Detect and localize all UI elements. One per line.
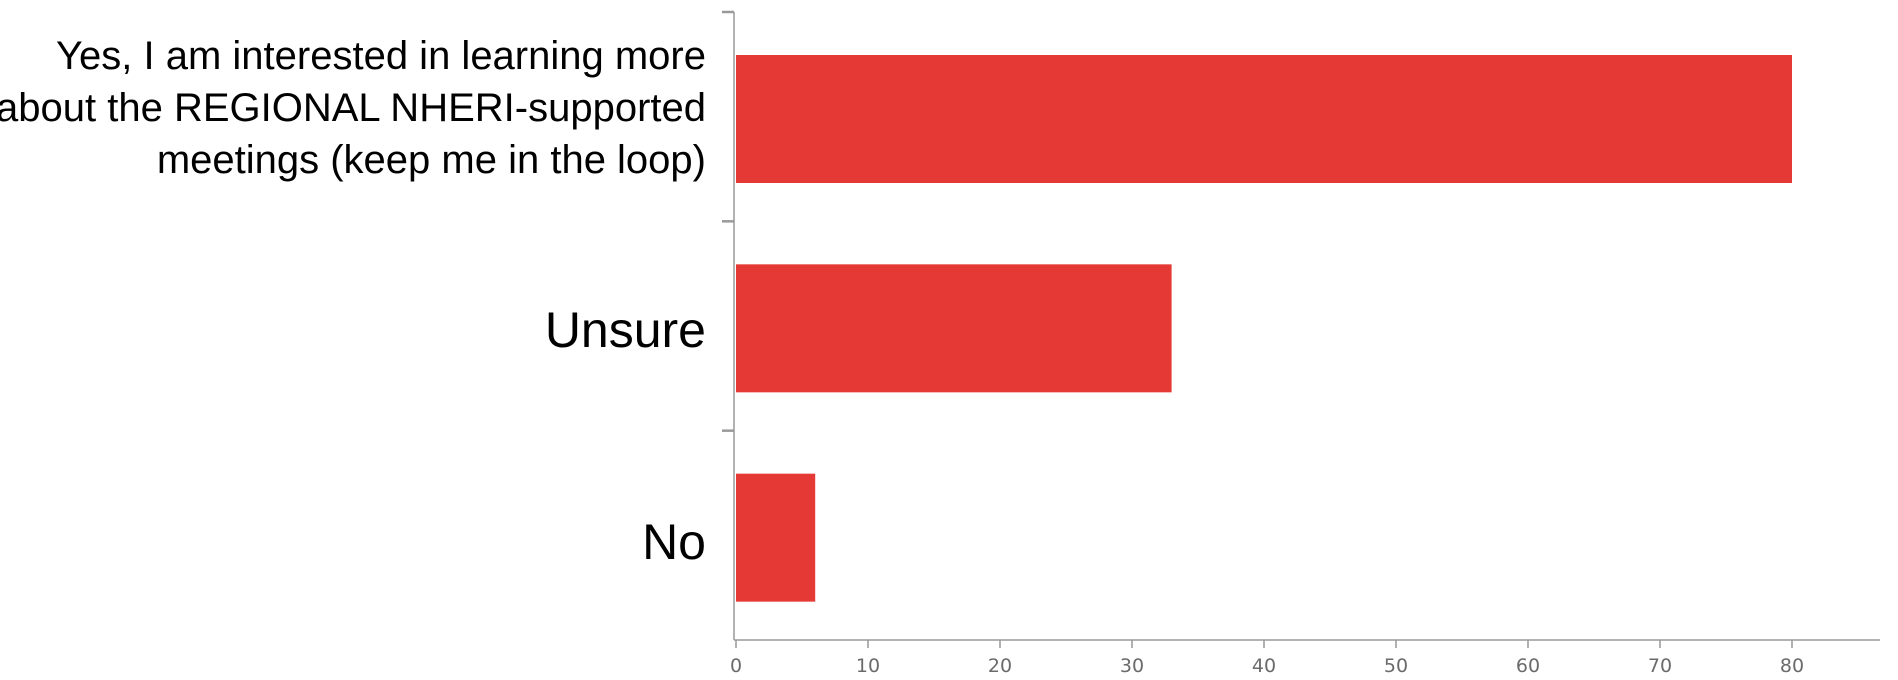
bar-yes <box>736 55 1792 183</box>
bar-unsure <box>736 264 1172 393</box>
x-tick-label: 0 <box>730 655 742 677</box>
bars-group <box>736 55 1792 602</box>
x-tick-label: 10 <box>856 655 880 677</box>
x-tick-label: 40 <box>1252 655 1276 677</box>
category-label-yes: Yes, I am interested in learning more ab… <box>0 34 706 182</box>
bar-no <box>736 473 816 602</box>
x-tick-label: 30 <box>1120 655 1144 677</box>
x-tick-label: 80 <box>1780 655 1804 677</box>
category-label-unsure: Unsure <box>544 302 706 358</box>
x-tick-label: 20 <box>988 655 1012 677</box>
category-label-no: No <box>642 514 706 570</box>
x-tick-label: 60 <box>1516 655 1540 677</box>
x-tick-label: 70 <box>1648 655 1672 677</box>
axes-group: 0 10 20 30 40 50 60 70 80 <box>722 10 1880 677</box>
x-tick-label: 50 <box>1384 655 1408 677</box>
